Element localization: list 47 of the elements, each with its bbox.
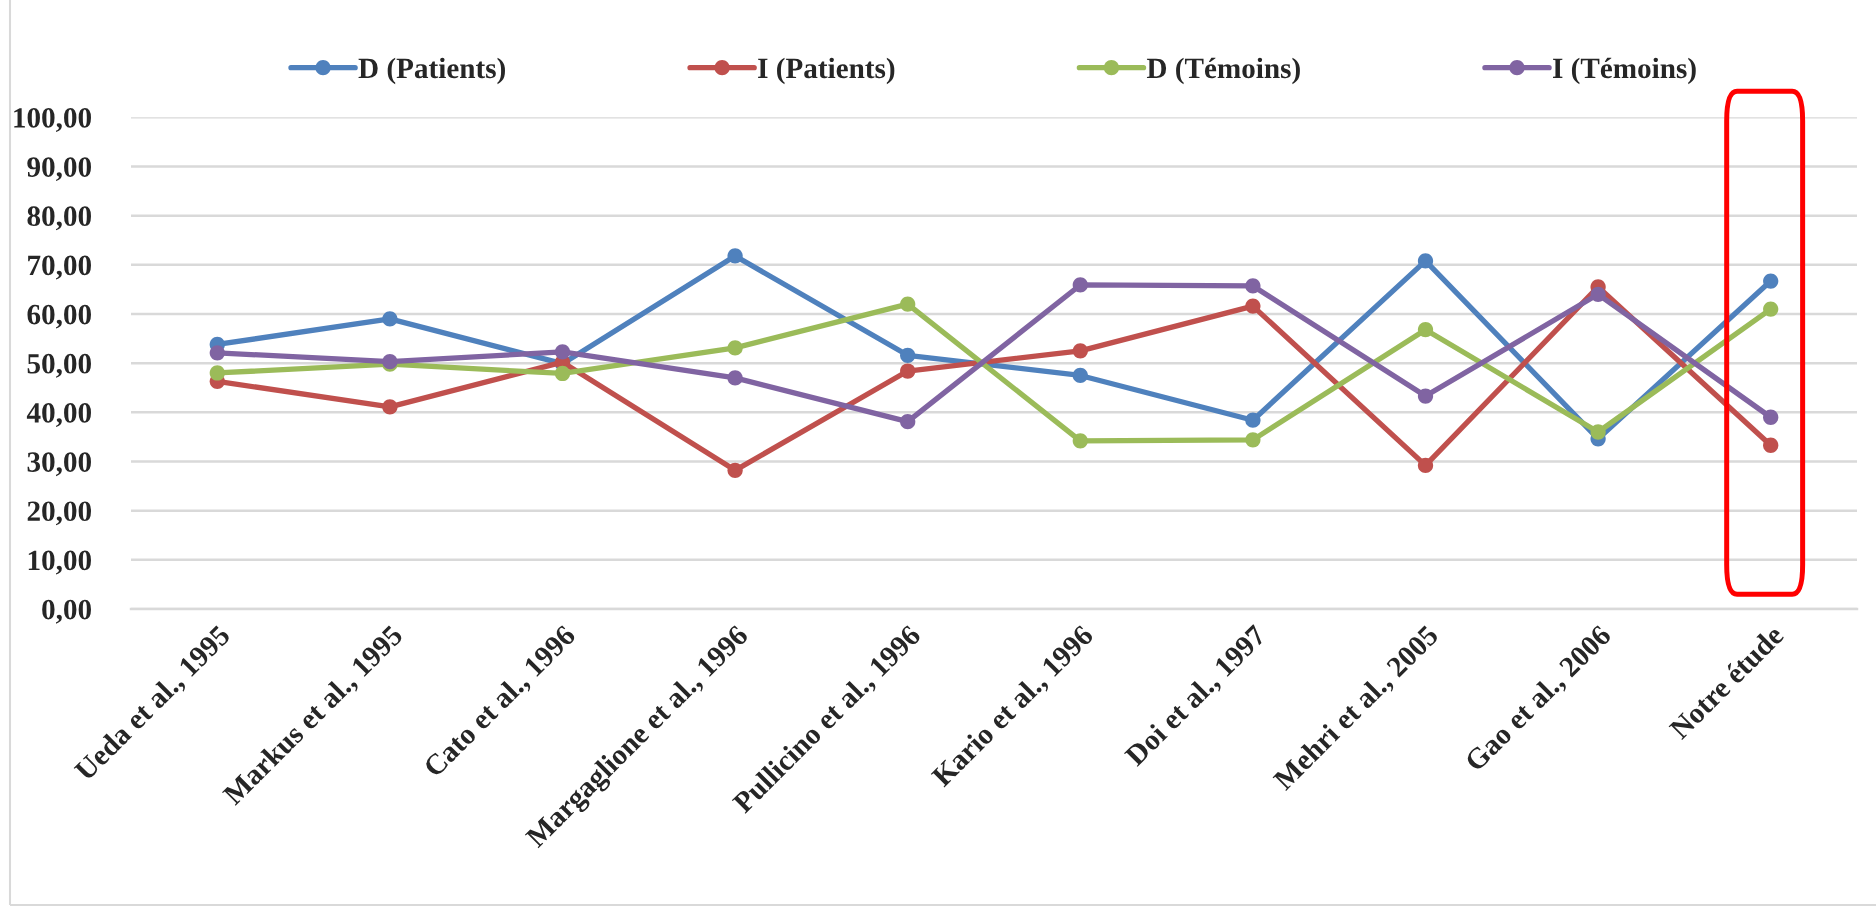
y-tick-label: 20,00 bbox=[27, 501, 91, 526]
point bbox=[1590, 286, 1606, 302]
legend-label: I (Témoins) bbox=[1553, 57, 1696, 85]
point bbox=[1763, 409, 1779, 425]
y-tick-label: 0,00 bbox=[42, 599, 91, 624]
y-tick-label: 50,00 bbox=[27, 353, 91, 378]
point bbox=[727, 370, 743, 386]
point bbox=[900, 296, 916, 312]
point bbox=[1245, 432, 1261, 448]
y-tick-label: 100,00 bbox=[14, 108, 91, 132]
point bbox=[727, 248, 743, 264]
y-tick-label: 60,00 bbox=[27, 304, 91, 329]
point bbox=[1417, 253, 1434, 269]
point bbox=[1763, 301, 1779, 317]
y-tick-label: 30,00 bbox=[27, 452, 91, 477]
y-tick-label: 80,00 bbox=[27, 206, 91, 231]
point bbox=[554, 344, 571, 360]
legend-label: D (Patients) bbox=[358, 57, 505, 85]
y-tick-label: 70,00 bbox=[28, 255, 91, 280]
point bbox=[209, 365, 225, 381]
point bbox=[900, 414, 916, 430]
legend-label: I (Patients) bbox=[758, 57, 895, 85]
point bbox=[727, 340, 743, 356]
point bbox=[1417, 322, 1434, 338]
point bbox=[382, 399, 398, 415]
point bbox=[1590, 424, 1606, 440]
legend-label: D (Témoins) bbox=[1146, 57, 1300, 85]
y-tick-label: 90,00 bbox=[27, 157, 91, 182]
point bbox=[1763, 273, 1779, 289]
point bbox=[727, 462, 743, 478]
point bbox=[382, 311, 398, 327]
point bbox=[900, 347, 916, 363]
point bbox=[1245, 412, 1261, 428]
point bbox=[1763, 437, 1779, 453]
point bbox=[1417, 457, 1434, 474]
point bbox=[554, 365, 571, 382]
point bbox=[1072, 343, 1088, 359]
y-tick-label: 10,00 bbox=[28, 550, 91, 575]
point bbox=[1417, 388, 1434, 404]
point bbox=[1245, 278, 1261, 294]
point bbox=[900, 363, 916, 379]
point bbox=[1245, 298, 1261, 314]
point bbox=[1072, 367, 1088, 384]
y-tick-label: 40,00 bbox=[26, 403, 91, 427]
point bbox=[1072, 433, 1088, 449]
point bbox=[1072, 277, 1088, 293]
point bbox=[209, 345, 225, 361]
